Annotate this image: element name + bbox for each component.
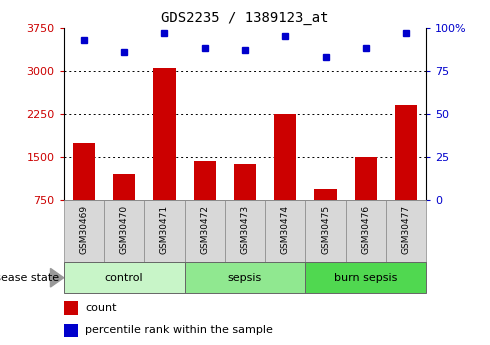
Bar <box>386 200 426 262</box>
Bar <box>144 200 185 262</box>
Text: GSM30469: GSM30469 <box>79 205 88 254</box>
Text: GSM30476: GSM30476 <box>361 205 370 254</box>
Text: control: control <box>105 273 144 283</box>
Bar <box>185 262 305 293</box>
Bar <box>225 200 265 262</box>
Text: GSM30472: GSM30472 <box>200 205 209 254</box>
Bar <box>265 200 305 262</box>
Bar <box>153 68 175 200</box>
Text: burn sepsis: burn sepsis <box>334 273 397 283</box>
Bar <box>315 189 337 200</box>
Text: GSM30477: GSM30477 <box>402 205 411 254</box>
Text: percentile rank within the sample: percentile rank within the sample <box>85 325 273 335</box>
Text: count: count <box>85 303 117 313</box>
Text: GSM30470: GSM30470 <box>120 205 129 254</box>
Polygon shape <box>50 268 64 287</box>
Bar <box>185 200 225 262</box>
Text: sepsis: sepsis <box>228 273 262 283</box>
Bar <box>64 200 104 262</box>
Text: disease state: disease state <box>0 273 59 283</box>
Bar <box>234 164 256 200</box>
Bar <box>64 262 185 293</box>
Bar <box>73 142 95 200</box>
Title: GDS2235 / 1389123_at: GDS2235 / 1389123_at <box>161 11 329 25</box>
Text: GSM30471: GSM30471 <box>160 205 169 254</box>
Bar <box>346 200 386 262</box>
Bar <box>64 301 78 315</box>
Bar <box>104 200 144 262</box>
Bar <box>194 161 216 200</box>
Text: GSM30473: GSM30473 <box>241 205 249 254</box>
Bar <box>305 200 346 262</box>
Bar <box>64 324 78 337</box>
Text: GSM30474: GSM30474 <box>281 205 290 254</box>
Bar <box>395 105 417 200</box>
Bar <box>355 157 377 200</box>
Bar <box>274 114 296 200</box>
Bar <box>113 174 135 200</box>
Text: GSM30475: GSM30475 <box>321 205 330 254</box>
Bar <box>305 262 426 293</box>
